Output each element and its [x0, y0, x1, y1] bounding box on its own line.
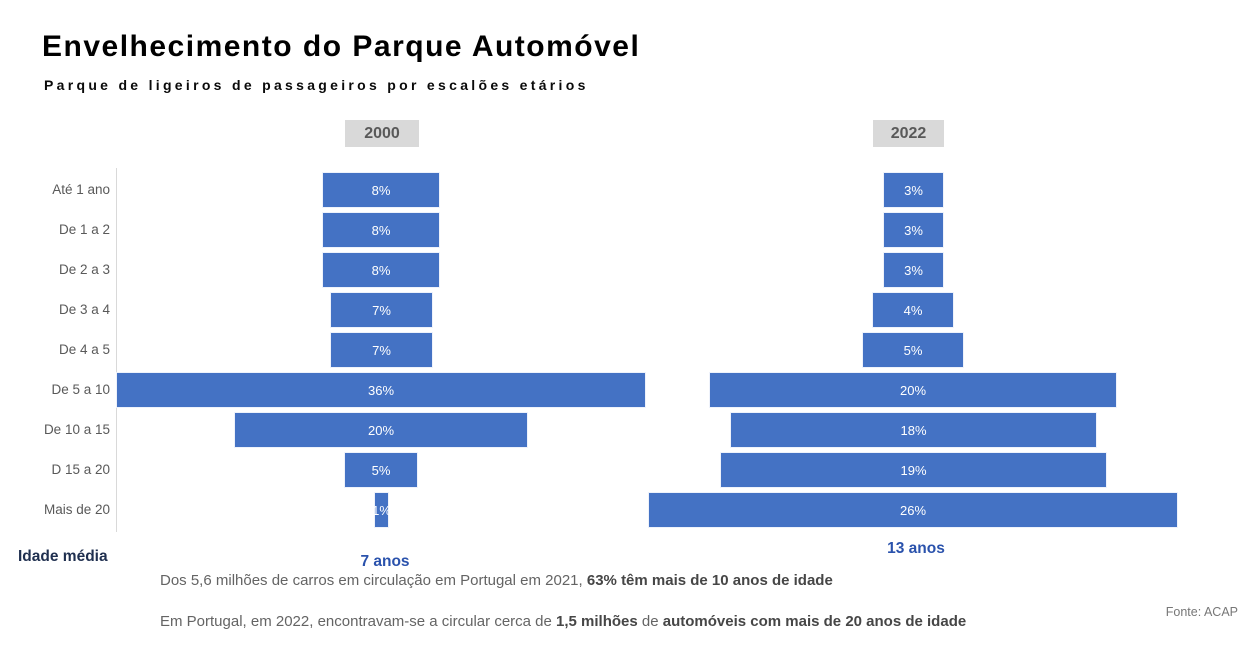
note-bold-text: automóveis com mais de 20 anos de idade [662, 613, 967, 630]
bar-value-label: 1% [372, 502, 391, 518]
bar-2022: 3% [883, 252, 944, 288]
average-age-2022: 13 anos [887, 540, 945, 557]
age-distribution-bar-chart: Até 1 ano 8% 3% De 1 a 2 8% 3% De 2 a 3 8% 3% De … [0, 168, 1250, 538]
category-label: D 15 a 20 [51, 462, 110, 477]
bar-2000: 36% [116, 372, 646, 408]
bar-value-label: 4% [903, 302, 923, 318]
year-chip-2000: 2000 [345, 120, 419, 147]
bar-2000: 8% [322, 252, 440, 288]
page-subtitle: Parque de ligeiros de passageiros por es… [44, 77, 589, 93]
bar-value-label: 3% [904, 262, 923, 278]
category-label: De 3 a 4 [58, 302, 110, 317]
bar-value-label: 8% [371, 262, 391, 278]
bar-2000: 7% [330, 292, 433, 328]
note-bold-text: 63% têm mais de 10 anos de idade [586, 572, 833, 589]
bar-value-label: 20% [367, 422, 395, 438]
category-label: De 1 a 2 [58, 222, 110, 237]
bar-value-label: 3% [904, 182, 923, 198]
bar-value-label: 7% [372, 302, 391, 318]
bar-2022: 4% [872, 292, 954, 328]
bar-2000: 7% [330, 332, 433, 368]
bar-2022: 20% [709, 372, 1117, 408]
note-text: Dos 5,6 milhões de carros em circulação … [160, 572, 587, 589]
bar-2022: 3% [883, 212, 944, 248]
bar-value-label: 19% [900, 462, 927, 478]
bar-2022: 19% [720, 452, 1107, 488]
bar-2000: 20% [234, 412, 528, 448]
bar-value-label: 8% [371, 182, 391, 198]
footnote-2021: Dos 5,6 milhões de carros em circulação … [160, 570, 1055, 591]
source-label: Fonte: ACAP [1165, 605, 1238, 619]
bar-2022: 26% [648, 492, 1178, 528]
average-age-label: Idade média [18, 548, 108, 565]
bar-value-label: 26% [899, 502, 927, 518]
note-bold-text: 1,5 milhões [556, 613, 638, 630]
category-label: De 5 a 10 [51, 382, 110, 397]
category-label: De 2 a 3 [58, 262, 110, 277]
bar-2000: 8% [322, 172, 440, 208]
bar-2022: 3% [883, 172, 944, 208]
bar-value-label: 36% [367, 382, 395, 398]
y-axis-line [116, 168, 117, 532]
bar-value-label: 7% [372, 342, 391, 358]
footnote-2022: Em Portugal, em 2022, encontravam-se a c… [160, 611, 1055, 632]
note-text: Em Portugal, em 2022, encontravam-se a c… [160, 613, 557, 630]
page-title: Envelhecimento do Parque Automóvel [42, 30, 641, 63]
category-label: De 10 a 15 [43, 422, 110, 437]
category-label: Até 1 ano [52, 182, 110, 197]
category-label: De 4 a 5 [58, 342, 110, 357]
bar-value-label: 8% [371, 222, 391, 238]
bar-value-label: 3% [904, 222, 923, 238]
category-label: Mais de 20 [43, 502, 110, 517]
bar-value-label: 5% [903, 342, 923, 358]
note-text: de [637, 613, 663, 630]
bar-2000: 8% [322, 212, 440, 248]
bar-2022: 5% [862, 332, 964, 368]
bar-value-label: 20% [899, 382, 927, 398]
year-chip-2022: 2022 [873, 120, 944, 147]
bar-value-label: 5% [371, 462, 391, 478]
bar-2022: 18% [730, 412, 1097, 448]
average-age-2000: 7 anos [360, 553, 410, 570]
bar-2000: 5% [344, 452, 418, 488]
bar-value-label: 18% [900, 422, 927, 438]
bar-2000: 1% [372, 492, 391, 528]
